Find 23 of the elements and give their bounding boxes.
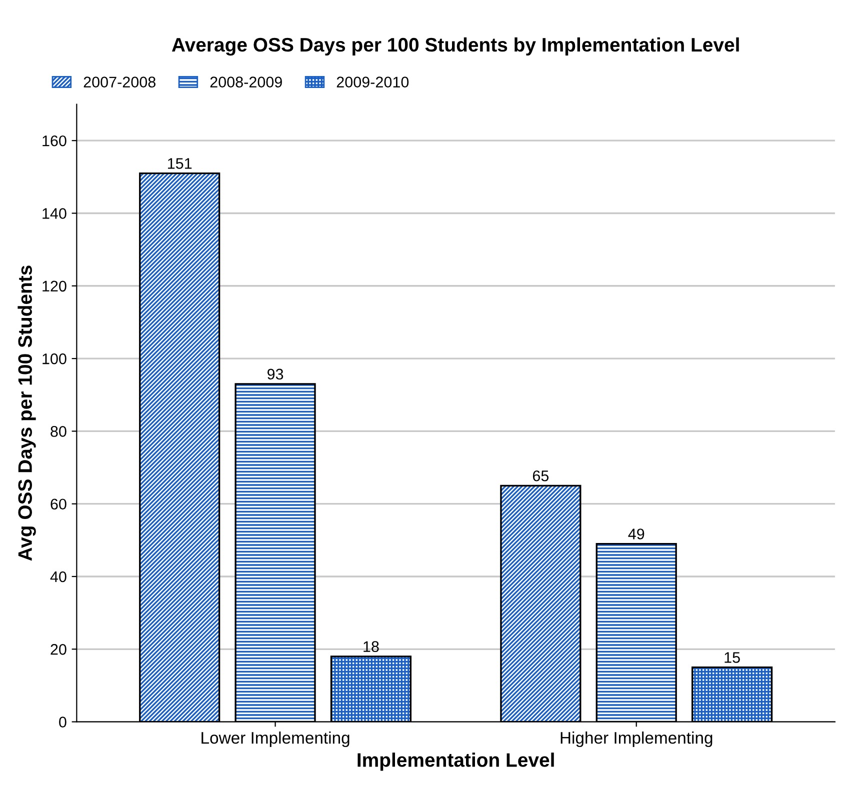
data-label: 151 [168,158,192,169]
legend-label: 2009-2010 [336,76,409,88]
x-tick-label: Higher Implementing [560,732,712,748]
data-label: 49 [628,528,644,540]
data-label: 18 [364,641,379,652]
y-tick-label: 100 [42,353,66,364]
legend-label: 2007-2008 [84,76,156,88]
x-tick-label: Lower Implementing [202,732,350,748]
y-tick-label: 20 [50,644,66,655]
data-label: 15 [724,652,740,663]
data-label: 65 [532,470,549,482]
chart-title: Average OSS Days per 100 Students by Implementation Level [172,37,739,56]
y-tick-label: 40 [50,571,66,582]
y-tick-label: 140 [42,208,66,219]
x-axis-title: Implementation Level [358,752,554,771]
data-label: 93 [267,368,284,380]
y-tick-label: 160 [42,135,66,146]
y-tick-label: 0 [59,716,66,728]
y-tick-label: 120 [42,280,66,292]
y-axis-title: Avg OSS Days per 100 Students [18,266,36,561]
legend-label: 2008-2009 [210,76,282,88]
y-tick-label: 60 [50,498,66,510]
y-tick-label: 80 [50,426,66,437]
